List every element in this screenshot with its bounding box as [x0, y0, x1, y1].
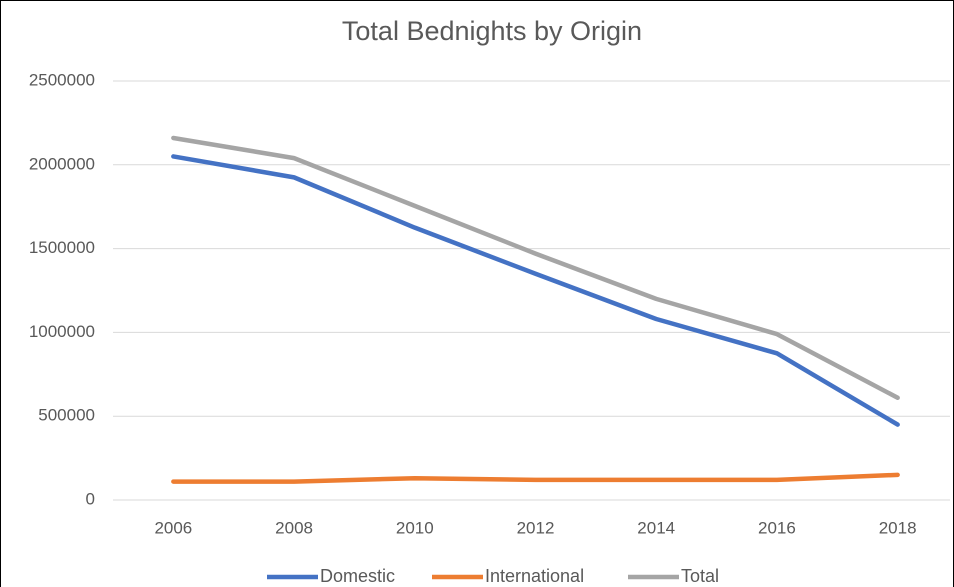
x-tick-label: 2008: [275, 518, 313, 537]
y-tick-label: 500000: [38, 406, 95, 425]
legend-label: Total: [681, 566, 719, 586]
legend-label: Domestic: [320, 566, 395, 586]
y-tick-label: 1000000: [29, 322, 95, 341]
y-tick-label: 2000000: [29, 154, 95, 173]
y-tick-label: 1500000: [29, 238, 95, 257]
y-tick-label: 0: [86, 489, 95, 508]
x-tick-label: 2014: [637, 518, 675, 537]
x-tick-label: 2006: [154, 518, 192, 537]
x-tick-label: 2010: [396, 518, 434, 537]
legend-label: International: [485, 566, 584, 586]
x-tick-label: 2012: [517, 518, 555, 537]
series-line: [171, 135, 900, 401]
y-tick-label: 2500000: [29, 70, 95, 89]
series-line: [171, 154, 900, 427]
x-tick-label: 2018: [879, 518, 917, 537]
series-line: [171, 472, 900, 484]
x-tick-label: 2016: [758, 518, 796, 537]
chart-title: Total Bednights by Origin: [342, 16, 642, 46]
